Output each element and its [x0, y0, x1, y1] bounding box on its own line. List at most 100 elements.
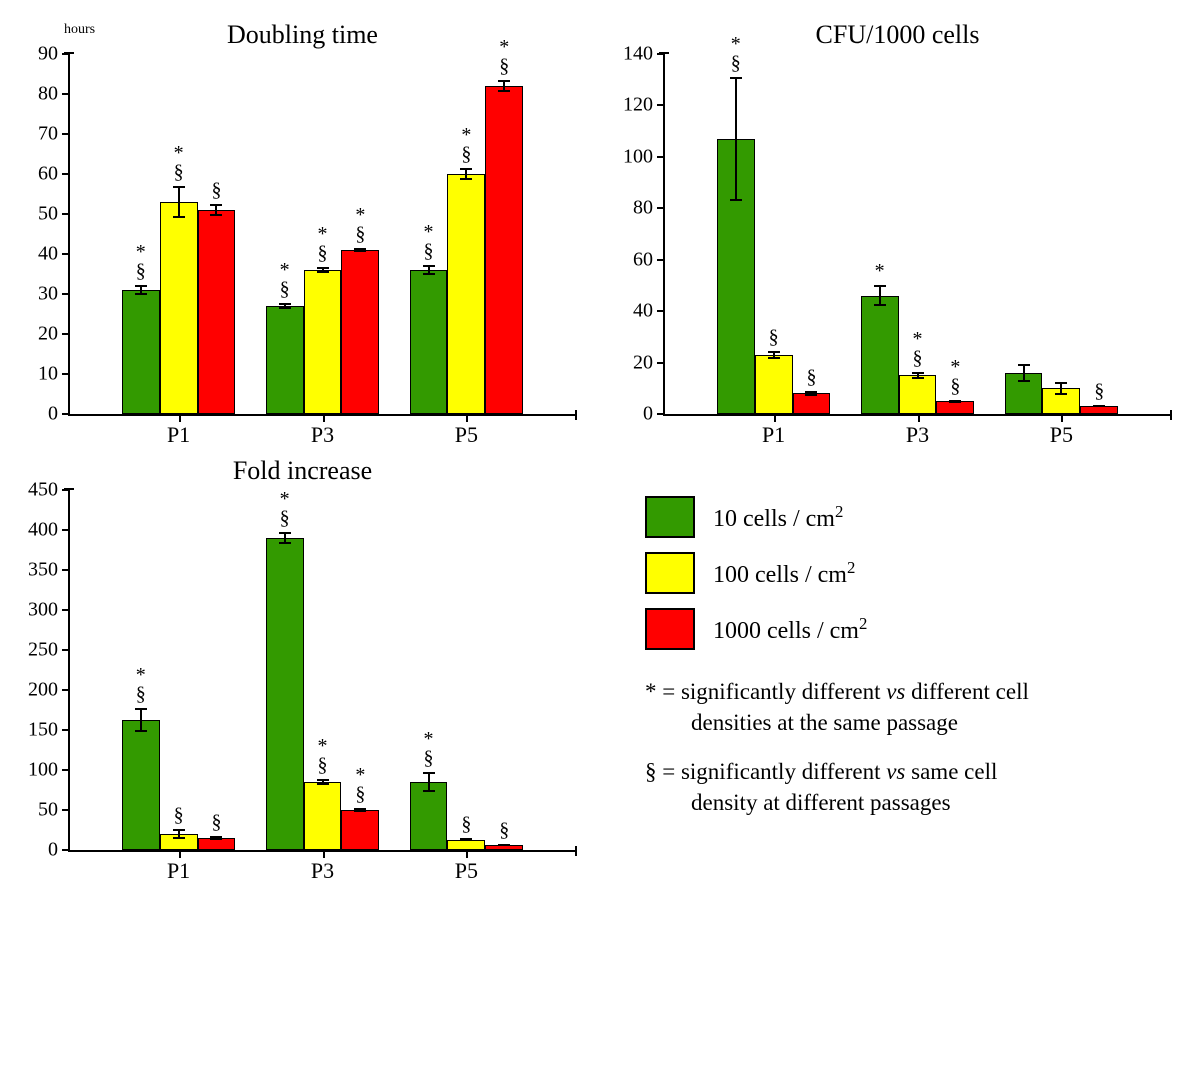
significance-annotation: §: [806, 368, 816, 387]
significance-annotation: §: [1094, 382, 1104, 401]
significance-annotation: * §: [318, 737, 328, 775]
legend-item: 100 cells / cm2: [645, 552, 1170, 594]
bar: [755, 355, 793, 414]
y-tick-label: 150: [28, 719, 58, 742]
significance-annotation: * §: [136, 666, 146, 704]
x-tick-label: P3: [311, 858, 334, 884]
bar: [266, 538, 304, 850]
y-axis-label: hours: [64, 22, 95, 38]
plot-area: 020406080100120140P1* §§§P3** §* §P5§: [663, 54, 1170, 416]
error-bar: [1060, 382, 1062, 395]
legend-label: 100 cells / cm2: [713, 558, 855, 589]
bar: [341, 250, 379, 414]
error-bar: [178, 829, 180, 839]
error-bar: [954, 400, 956, 403]
error-bar: [1098, 405, 1100, 407]
y-tick-label: 0: [48, 839, 58, 862]
significance-annotation: * §: [280, 490, 290, 528]
plot-area: 050100150200250300350400450P1* §§§P3* §*…: [68, 490, 575, 852]
bar: [304, 270, 342, 414]
y-tick-label: 10: [38, 363, 58, 386]
significance-annotation: * §: [280, 261, 290, 299]
bar: [198, 838, 236, 850]
error-bar: [359, 808, 361, 813]
significance-annotation: * §: [355, 206, 365, 244]
significance-annotation: * §: [318, 225, 328, 263]
significance-annotation: * §: [913, 330, 923, 368]
y-tick-label: 30: [38, 283, 58, 306]
bar: [304, 782, 342, 850]
bar: [793, 393, 831, 414]
error-bar: [503, 80, 505, 92]
y-tick-label: 20: [633, 351, 653, 374]
y-tick-label: 60: [38, 163, 58, 186]
error-bar: [917, 372, 919, 380]
chart-title: Fold increase: [20, 456, 585, 486]
y-tick-label: 100: [28, 759, 58, 782]
significance-annotation: §: [769, 328, 779, 347]
panel-doubling-time: Doubling time hours 0102030405060708090P…: [20, 20, 585, 416]
significance-annotation: §: [211, 181, 221, 200]
x-tick-label: P5: [455, 858, 478, 884]
y-tick-label: 0: [48, 403, 58, 426]
bar: [1080, 406, 1118, 414]
error-bar: [359, 248, 361, 253]
error-bar: [503, 844, 505, 846]
significance-annotation: §: [499, 821, 509, 840]
significance-annotation: * §: [136, 243, 146, 281]
x-tick-label: P3: [906, 422, 929, 448]
bar: [122, 290, 160, 414]
y-tick-label: 60: [633, 248, 653, 271]
legend-swatch: [645, 608, 695, 650]
error-bar: [284, 532, 286, 545]
significance-annotation: * §: [424, 223, 434, 261]
significance-annotation: * §: [461, 126, 471, 164]
x-tick-label: P5: [1050, 422, 1073, 448]
bar: [266, 306, 304, 414]
y-tick-label: 250: [28, 639, 58, 662]
bar: [122, 720, 160, 850]
bar: [410, 270, 448, 414]
figure-grid: Doubling time hours 0102030405060708090P…: [20, 20, 1180, 852]
error-bar: [428, 772, 430, 791]
legend-label: 1000 cells / cm2: [713, 614, 867, 645]
bar: [485, 86, 523, 414]
error-bar: [773, 351, 775, 359]
y-tick-label: 140: [623, 43, 653, 66]
bar: [936, 401, 974, 414]
bar: [341, 810, 379, 850]
error-bar: [735, 77, 737, 200]
error-bar: [879, 285, 881, 306]
legend-notes: * = significantly different vs different…: [645, 676, 1170, 818]
error-bar: [465, 168, 467, 180]
y-tick-label: 40: [38, 243, 58, 266]
y-tick-label: 350: [28, 559, 58, 582]
y-tick-label: 50: [38, 799, 58, 822]
error-bar: [322, 267, 324, 273]
legend-note-star: * = significantly different vs different…: [645, 676, 1170, 738]
x-tick-label: P1: [762, 422, 785, 448]
y-tick-label: 120: [623, 94, 653, 117]
significance-annotation: * §: [499, 38, 509, 76]
error-bar: [428, 265, 430, 275]
error-bar: [322, 779, 324, 785]
bar: [198, 210, 236, 414]
y-tick-label: 50: [38, 203, 58, 226]
y-tick-label: 400: [28, 519, 58, 542]
chart-title: CFU/1000 cells: [615, 20, 1180, 50]
significance-annotation: * §: [424, 730, 434, 768]
panel-cfu: CFU/1000 cells 020406080100120140P1* §§§…: [615, 20, 1180, 416]
significance-annotation: * §: [355, 766, 365, 804]
y-tick-label: 80: [38, 83, 58, 106]
bar: [160, 202, 198, 414]
error-bar: [810, 391, 812, 395]
y-tick-label: 20: [38, 323, 58, 346]
legend-swatch: [645, 496, 695, 538]
bar: [861, 296, 899, 414]
panel-fold-increase: Fold increase 05010015020025030035040045…: [20, 456, 585, 852]
significance-annotation: *: [875, 262, 885, 281]
y-tick-label: 300: [28, 599, 58, 622]
legend-note-section: § = significantly different vs same cell…: [645, 756, 1170, 818]
legend-item: 10 cells / cm2: [645, 496, 1170, 538]
significance-annotation: * §: [731, 35, 741, 73]
